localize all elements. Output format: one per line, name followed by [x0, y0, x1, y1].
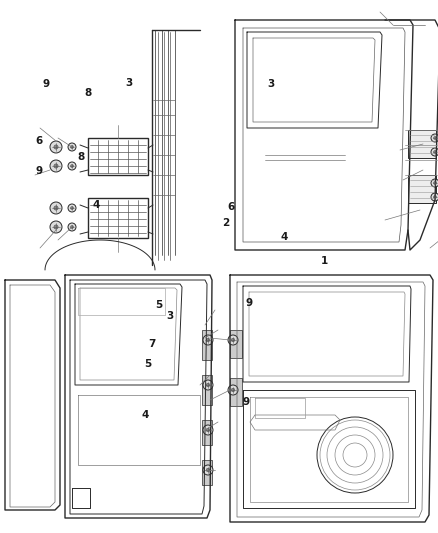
Circle shape [50, 202, 62, 214]
Circle shape [71, 207, 74, 209]
Circle shape [203, 380, 213, 390]
Circle shape [50, 160, 62, 172]
Bar [88, 138, 148, 175]
Circle shape [228, 385, 238, 395]
Text: 5: 5 [145, 359, 152, 368]
Circle shape [231, 388, 235, 392]
Text: 6: 6 [36, 136, 43, 146]
Text: 4: 4 [280, 232, 287, 242]
Circle shape [68, 143, 76, 151]
Circle shape [206, 338, 210, 342]
Circle shape [68, 204, 76, 212]
Bar [408, 175, 436, 203]
Bar [230, 330, 242, 358]
Circle shape [50, 221, 62, 233]
Circle shape [54, 164, 58, 168]
Bar [230, 378, 242, 406]
Circle shape [54, 206, 58, 210]
Circle shape [434, 196, 436, 198]
Circle shape [434, 151, 436, 154]
Circle shape [431, 193, 438, 201]
Circle shape [431, 134, 438, 142]
Bar [202, 460, 212, 485]
Circle shape [71, 225, 74, 229]
Circle shape [431, 179, 438, 187]
Circle shape [71, 146, 74, 148]
Bar [88, 198, 148, 238]
Circle shape [203, 335, 213, 345]
Text: 9: 9 [42, 79, 49, 89]
Text: 8: 8 [84, 88, 91, 98]
Circle shape [68, 223, 76, 231]
Text: 4: 4 [93, 200, 100, 210]
Text: 6: 6 [228, 202, 235, 212]
Text: 4: 4 [142, 410, 149, 419]
Circle shape [68, 162, 76, 170]
Circle shape [206, 383, 210, 387]
Text: 7: 7 [149, 339, 156, 349]
Circle shape [231, 338, 235, 342]
Text: 9: 9 [243, 398, 250, 407]
Text: 3: 3 [126, 78, 133, 87]
Bar [408, 130, 436, 158]
Circle shape [206, 469, 210, 472]
Text: 9: 9 [245, 298, 252, 308]
Circle shape [203, 465, 213, 475]
Text: 8: 8 [78, 152, 85, 162]
Circle shape [228, 335, 238, 345]
Circle shape [434, 136, 436, 140]
Text: 5: 5 [155, 300, 162, 310]
Text: 1: 1 [321, 256, 328, 266]
Bar [202, 375, 212, 405]
Text: 9: 9 [36, 166, 43, 175]
Bar [202, 330, 212, 360]
Circle shape [431, 148, 438, 156]
Circle shape [71, 165, 74, 167]
Text: 3: 3 [166, 311, 173, 320]
Circle shape [206, 428, 210, 432]
Circle shape [54, 225, 58, 229]
Circle shape [54, 145, 58, 149]
Bar [202, 420, 212, 445]
Circle shape [203, 425, 213, 435]
Text: 2: 2 [222, 218, 229, 228]
Text: 3: 3 [267, 79, 274, 89]
Circle shape [434, 182, 436, 184]
Circle shape [50, 141, 62, 153]
